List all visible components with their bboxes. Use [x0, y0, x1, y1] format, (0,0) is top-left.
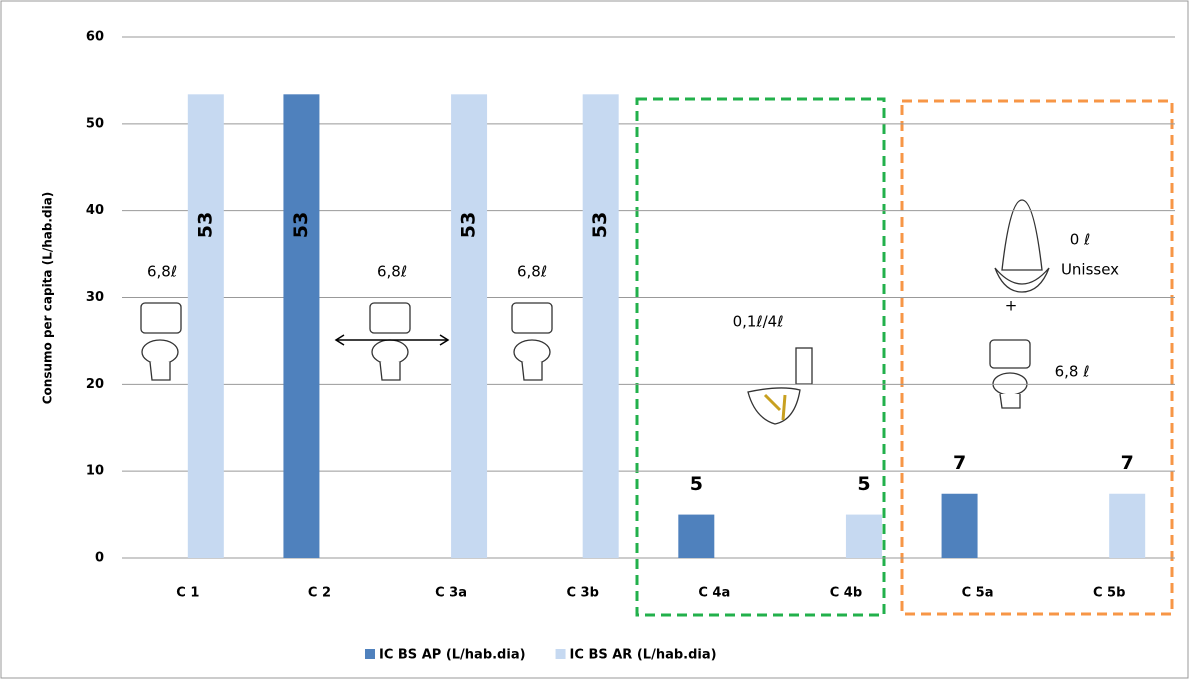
- x-tick-label: C 2: [308, 586, 331, 601]
- group-box: [900, 99, 1174, 616]
- value-label: 7: [1121, 452, 1134, 474]
- y-tick-label: 20: [86, 377, 104, 392]
- value-label: 53: [290, 212, 312, 238]
- value-label: 5: [690, 473, 703, 495]
- y-axis-label: Consumo per capita (L/hab.dia): [41, 192, 55, 405]
- toilet-icon: [989, 339, 1031, 409]
- y-tick-label: 30: [86, 290, 104, 305]
- annotation: Unissex: [1061, 261, 1119, 279]
- value-label: 53: [194, 212, 216, 238]
- legend-label: IC BS AR (L/hab.dia): [570, 648, 717, 663]
- bar: [283, 94, 320, 558]
- x-tick-label: C 3b: [566, 586, 598, 601]
- value-label: 53: [589, 212, 611, 238]
- x-tick-label: C 1: [176, 586, 199, 601]
- bar: [582, 94, 619, 558]
- y-tick-label: 60: [86, 30, 104, 45]
- y-tick-label: 50: [86, 116, 104, 131]
- annotation: 6,8 ℓ: [1055, 363, 1090, 381]
- bar: [187, 94, 224, 558]
- legend-swatch: [365, 649, 375, 659]
- y-tick-label: 40: [86, 203, 104, 218]
- x-tick-label: C 4a: [698, 586, 730, 601]
- annotation: 0 ℓ: [1070, 231, 1091, 249]
- x-tick-label: C 4b: [830, 586, 862, 601]
- legend-label: IC BS AP (L/hab.dia): [379, 648, 526, 663]
- bar: [845, 514, 882, 558]
- toilet-icon: [140, 302, 182, 381]
- value-label: 5: [857, 473, 870, 495]
- value-label: 53: [458, 212, 480, 238]
- bar: [451, 94, 488, 558]
- bar: [1109, 493, 1146, 558]
- annotation: 6,8ℓ: [147, 263, 177, 281]
- x-tick-label: C 5a: [962, 586, 994, 601]
- annotation: 0,1ℓ/4ℓ: [733, 313, 784, 331]
- y-tick-label: 0: [95, 551, 104, 566]
- x-tick-label: C 3a: [435, 586, 467, 601]
- toilet-icon: [511, 302, 553, 381]
- x-tick-label: C 5b: [1093, 586, 1125, 601]
- urinal-icon: [994, 199, 1050, 293]
- annotation: +: [1005, 297, 1018, 315]
- annotation: 6,8ℓ: [517, 263, 547, 281]
- value-label: 7: [953, 452, 966, 474]
- bar: [941, 493, 978, 558]
- annotation: 6,8ℓ: [377, 263, 407, 281]
- bar: [678, 514, 715, 558]
- y-tick-label: 10: [86, 464, 104, 479]
- legend-swatch: [555, 649, 566, 659]
- toilet-icon: [334, 302, 450, 381]
- group-box: [635, 97, 886, 617]
